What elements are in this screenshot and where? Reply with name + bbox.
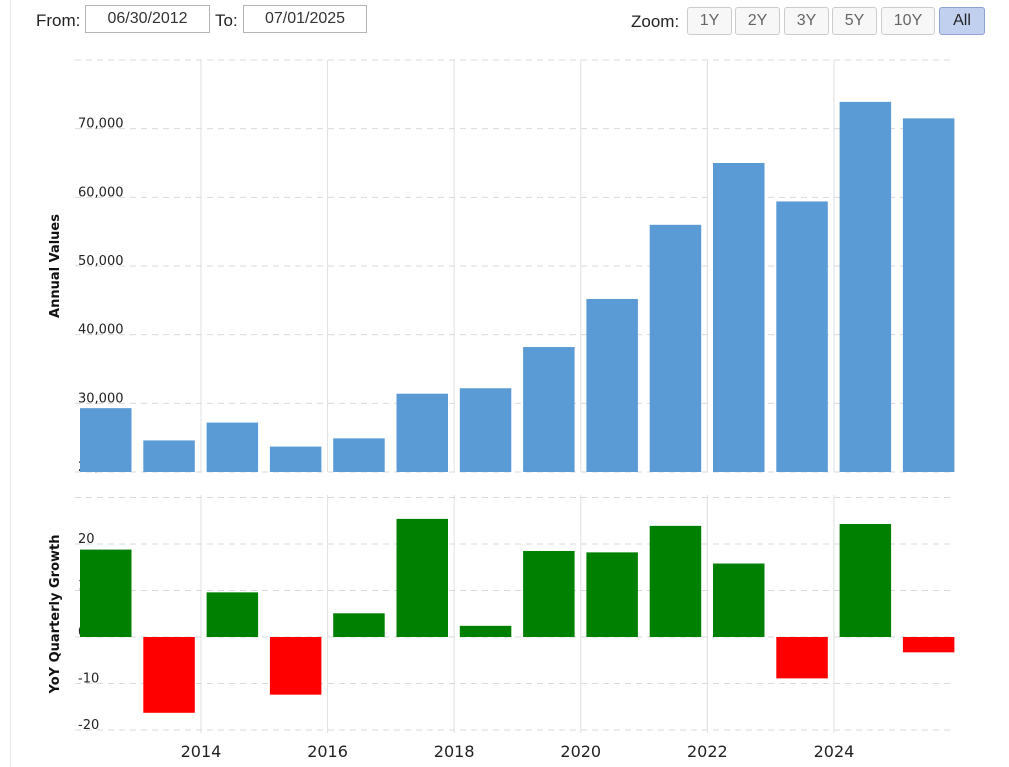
to-date-input[interactable] [243, 5, 367, 33]
annual-bar-2024 [839, 101, 892, 473]
xtick-2020: 2020 [560, 742, 601, 761]
growth-bar-2016 [333, 613, 385, 637]
zoom-button-1y[interactable]: 1Y [687, 7, 732, 35]
left-border [10, 0, 11, 767]
y-axis-title-growth: YoY Quarterly Growth [48, 535, 63, 695]
growth-bar-2012 [80, 549, 132, 637]
ytick-bottom--20: -20 [78, 718, 99, 733]
xtick-2014: 2014 [181, 742, 222, 761]
ytick-bottom--10: -10 [78, 672, 99, 687]
annual-bar-2020 [586, 298, 638, 472]
ytick-top-30,000: 30,000 [78, 391, 124, 406]
annual-bar-2025 [902, 118, 955, 472]
zoom-button-5y[interactable]: 5Y [832, 7, 877, 35]
ytick-top-40,000: 40,000 [78, 323, 124, 338]
zoom-button-all[interactable]: All [939, 7, 985, 35]
from-date-input[interactable] [85, 5, 210, 33]
growth-bar-2017 [396, 518, 448, 637]
ytick-bottom-20: 20 [78, 532, 95, 547]
ytick-top-70,000: 70,000 [78, 117, 124, 132]
growth-bar-2014 [206, 592, 259, 637]
annual-bar-2023 [776, 201, 828, 472]
xtick-2024: 2024 [814, 742, 855, 761]
xtick-2016: 2016 [307, 742, 348, 761]
annual-bar-2012 [80, 408, 132, 472]
growth-bar-2025 [902, 637, 955, 653]
growth-bar-2018 [459, 625, 512, 637]
annual-bar-2019 [523, 347, 575, 472]
annual-bar-2013 [143, 440, 195, 472]
to-label: To: [215, 11, 238, 30]
growth-bar-2021 [649, 525, 702, 637]
xtick-2018: 2018 [434, 742, 475, 761]
ytick-top-50,000: 50,000 [78, 254, 124, 269]
annual-bar-2015 [269, 446, 322, 472]
xtick-2022: 2022 [687, 742, 728, 761]
growth-bar-2024 [839, 524, 892, 637]
from-label: From: [36, 11, 81, 30]
growth-bar-2020 [586, 552, 638, 637]
annual-bar-2022 [713, 163, 765, 472]
growth-bar-2022 [713, 563, 765, 637]
y-axis-title-annual: Annual Values [48, 214, 63, 318]
annual-bar-2014 [206, 422, 259, 472]
zoom-button-10y[interactable]: 10Y [881, 7, 935, 35]
annual-bar-2016 [333, 438, 385, 472]
growth-bar-2013 [143, 637, 195, 713]
zoom-button-2y[interactable]: 2Y [735, 7, 780, 35]
annual-bar-2018 [459, 388, 512, 472]
growth-bar-2015 [269, 637, 322, 695]
annual-bar-2017 [396, 393, 448, 472]
growth-bar-2019 [523, 550, 575, 637]
growth-bar-2023 [776, 637, 828, 679]
annual-bar-2021 [649, 224, 702, 472]
zoom-label: Zoom: [631, 12, 680, 31]
zoom-button-3y[interactable]: 3Y [784, 7, 829, 35]
ytick-top-60,000: 60,000 [78, 185, 124, 200]
